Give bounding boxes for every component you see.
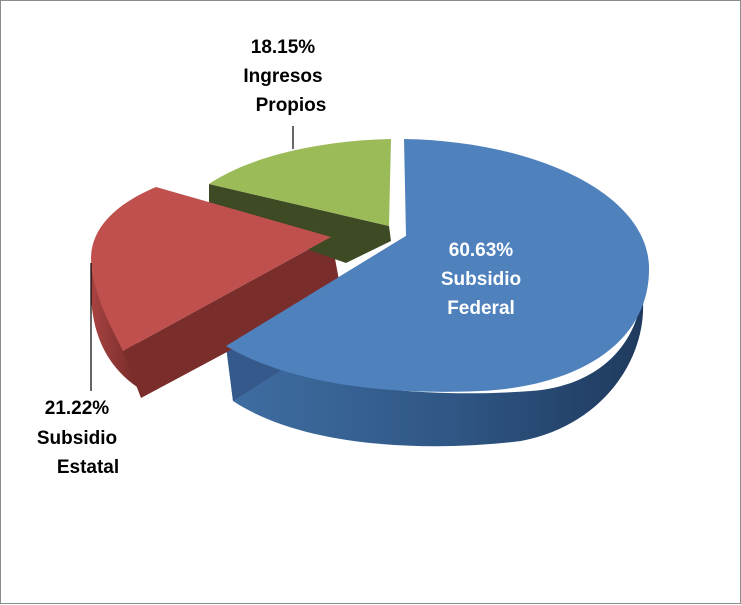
data-label-propios-line1: Ingresos: [243, 66, 322, 87]
slice-cutface-subsidio-estatal: [123, 237, 341, 398]
data-label-federal-line2: Federal: [447, 298, 515, 319]
data-label-subsidio-estatal: 21.22% Subsidio Estatal: [37, 398, 119, 478]
data-label-estatal-value: 21.22%: [45, 398, 110, 419]
data-label-federal-line1: Subsidio: [441, 269, 521, 290]
data-label-propios-value: 18.15%: [251, 37, 316, 58]
data-label-estatal-line2: Estatal: [57, 457, 119, 478]
leader-lines: [90, 126, 294, 391]
data-label-ingresos-propios: 18.15% Ingresos Propios: [243, 37, 326, 116]
pie-top-faces: [91, 139, 650, 392]
data-label-subsidio-federal: 60.63% Subsidio Federal: [441, 240, 521, 319]
slice-cutface-ingresos-propios: [209, 184, 391, 263]
slice-ingresos-propios: [209, 139, 391, 226]
data-label-propios-line2: Propios: [256, 95, 327, 116]
slice-subsidio-estatal: [91, 187, 331, 351]
slice-subsidio-federal: [226, 139, 650, 392]
data-label-federal-value: 60.63%: [449, 240, 514, 261]
slice-side-subsidio-federal: [226, 271, 644, 447]
data-label-estatal-line1: Subsidio: [37, 428, 117, 449]
